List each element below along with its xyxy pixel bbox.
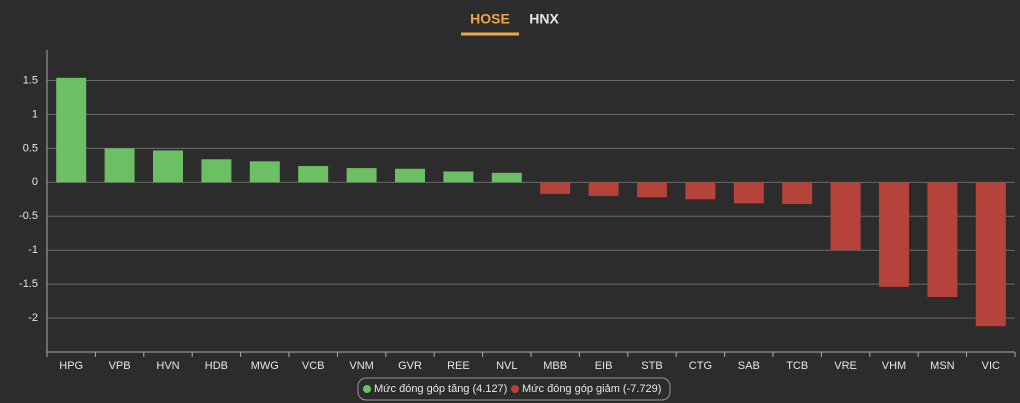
x-tick-label: CTG [689, 360, 712, 372]
bar [685, 182, 716, 200]
x-tick-label: HVN [156, 360, 179, 372]
bar [975, 182, 1006, 327]
bar [104, 148, 135, 183]
bar [201, 159, 232, 183]
legend-marker [363, 385, 371, 393]
bar [491, 172, 522, 183]
bar [346, 168, 377, 183]
y-tick-label: -0.5 [19, 210, 38, 222]
x-tick-label: MBB [543, 360, 567, 372]
legend-marker [511, 385, 519, 393]
legend-label: Mức đóng góp giảm (-7.729) [522, 383, 661, 395]
y-tick-label: -2 [28, 312, 38, 324]
x-tick-label: SAB [738, 360, 760, 372]
tab-hose[interactable]: HOSE [470, 11, 510, 27]
bar [298, 166, 329, 183]
y-tick-label: 1.5 [23, 74, 38, 86]
legend-box [357, 377, 671, 401]
bar [540, 182, 571, 194]
y-tick-label: 1 [32, 108, 38, 120]
legend-label: Mức đóng góp tăng (4.127) [374, 383, 507, 395]
x-tick-label: STB [641, 360, 662, 372]
x-tick-label: NVL [496, 360, 517, 372]
bar [153, 150, 183, 183]
x-tick-label: GVR [398, 360, 422, 372]
bar [588, 182, 619, 196]
bar [395, 168, 425, 183]
tab-hnx[interactable]: HNX [529, 11, 559, 27]
x-tick-label: MSN [930, 360, 955, 372]
y-tick-label: 0 [32, 176, 38, 188]
bar [927, 182, 958, 298]
bar [830, 182, 861, 251]
bar [782, 182, 813, 205]
x-tick-label: HPG [59, 360, 83, 372]
x-tick-label: VNM [349, 360, 373, 372]
x-tick-label: VHM [882, 360, 906, 372]
y-tick-label: -1 [28, 244, 38, 256]
x-tick-label: VRE [834, 360, 857, 372]
bar [249, 161, 280, 183]
bar [56, 77, 87, 183]
y-tick-label: 0.5 [23, 142, 38, 154]
x-tick-label: VIC [982, 360, 1000, 372]
bar [443, 171, 474, 183]
bar [733, 182, 764, 204]
x-tick-label: EIB [595, 360, 613, 372]
x-tick-label: TCB [786, 360, 808, 372]
x-tick-label: VCB [302, 360, 325, 372]
x-tick-label: MWG [251, 360, 279, 372]
bar [637, 182, 667, 198]
x-tick-label: REE [447, 360, 470, 372]
x-tick-label: VPB [109, 360, 131, 372]
x-tick-label: HDB [205, 360, 228, 372]
y-tick-label: -1.5 [19, 278, 38, 290]
bar [879, 182, 909, 287]
